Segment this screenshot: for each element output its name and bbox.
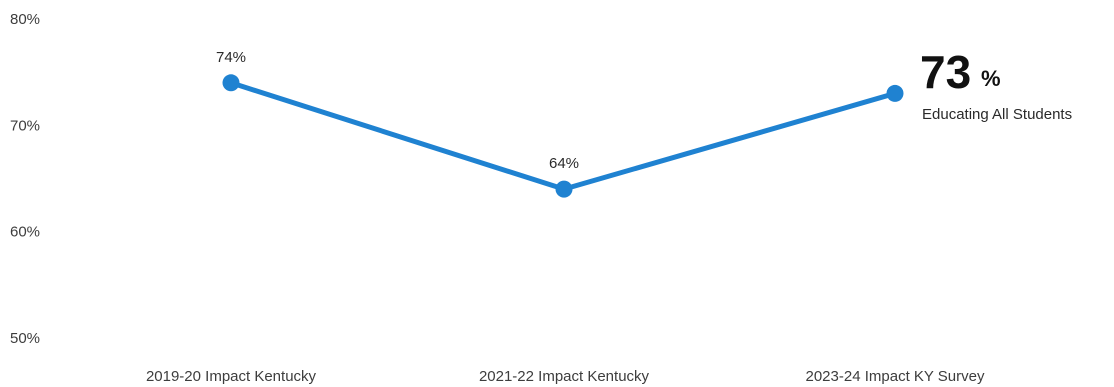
series-line-group — [222, 74, 904, 198]
data-point — [222, 74, 240, 92]
y-tick-label: 50% — [10, 330, 40, 347]
data-labels: 74% 64% — [216, 49, 579, 172]
callout-value: 73 — [920, 46, 971, 98]
data-point — [555, 180, 573, 198]
x-tick-label: 2019-20 Impact Kentucky — [146, 368, 317, 385]
x-tick-label: 2023-24 Impact KY Survey — [806, 368, 985, 385]
data-point — [886, 84, 904, 102]
callout: 73 % Educating All Students — [920, 46, 1072, 123]
y-tick-label: 70% — [10, 117, 40, 134]
x-axis: 2019-20 Impact Kentucky 2021-22 Impact Ke… — [146, 368, 985, 385]
y-tick-label: 80% — [10, 11, 40, 28]
callout-label: Educating All Students — [922, 106, 1072, 123]
y-axis: 80% 70% 60% 50% — [10, 11, 40, 347]
x-tick-label: 2021-22 Impact Kentucky — [479, 368, 650, 385]
callout-unit: % — [981, 66, 1001, 91]
data-label: 64% — [549, 155, 579, 172]
y-tick-label: 60% — [10, 224, 40, 241]
series-line — [228, 80, 898, 192]
data-label: 74% — [216, 49, 246, 66]
